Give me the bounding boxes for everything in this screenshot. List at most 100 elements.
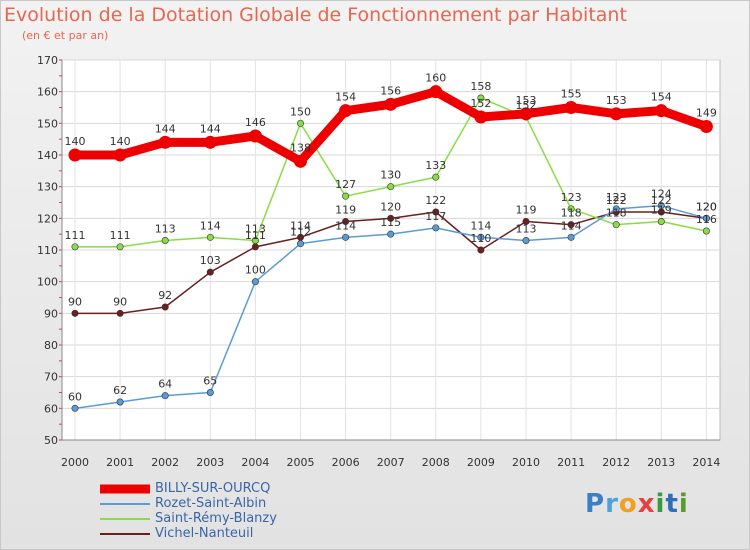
x-tick-label-2011: 2011: [557, 456, 585, 469]
data-point-vichel: [342, 218, 350, 226]
legend-label-vichel: Vichel-Nanteuil: [155, 526, 254, 541]
data-point-saint-remy: [387, 183, 395, 191]
data-label-rozet: 100: [245, 264, 266, 277]
y-tick-label-100: 100: [37, 276, 58, 289]
data-label-rozet: 64: [158, 378, 172, 391]
data-label-vichel: 122: [651, 194, 672, 207]
data-label-rozet: 60: [68, 390, 82, 403]
data-label-billy: 144: [200, 122, 221, 135]
data-label-saint-remy: 116: [696, 213, 717, 226]
data-label-vichel: 114: [290, 219, 311, 232]
data-point-rozet: [432, 224, 440, 232]
data-label-billy: 152: [470, 97, 491, 110]
data-point-vichel: [477, 246, 485, 254]
x-tick-label-2004: 2004: [241, 456, 269, 469]
x-tick-label-2010: 2010: [512, 456, 540, 469]
y-tick-label-110: 110: [37, 244, 58, 257]
data-point-billy: [384, 97, 398, 111]
data-label-billy: 140: [65, 135, 86, 148]
legend-label-billy: BILLY-SUR-OURCQ: [155, 481, 271, 496]
data-label-rozet: 115: [380, 216, 401, 229]
logo-letter: t: [665, 489, 679, 519]
data-point-saint-remy: [296, 119, 304, 127]
y-tick-label-120: 120: [37, 212, 58, 225]
data-label-billy: 138: [290, 141, 311, 154]
data-label-vichel: 122: [606, 194, 627, 207]
data-point-billy: [294, 154, 307, 168]
data-point-rozet: [116, 398, 124, 406]
legend-swatch-billy: [100, 484, 150, 494]
y-tick-label-130: 130: [37, 181, 58, 194]
data-point-vichel: [71, 309, 79, 317]
data-point-rozet: [522, 237, 530, 245]
data-label-rozet: 114: [470, 219, 491, 232]
data-label-saint-remy: 113: [245, 223, 266, 236]
data-point-saint-remy: [206, 233, 214, 241]
data-label-billy: 153: [516, 94, 537, 107]
data-point-rozet: [206, 388, 214, 396]
y-tick-label-90: 90: [44, 307, 58, 320]
data-label-saint-remy: 111: [110, 229, 131, 242]
data-label-saint-remy: 130: [380, 169, 401, 182]
y-tick-label-170: 170: [37, 54, 58, 67]
data-label-saint-remy: 158: [470, 80, 491, 93]
data-point-saint-remy: [702, 227, 710, 235]
data-point-saint-remy: [71, 243, 79, 251]
data-label-rozet: 112: [290, 226, 311, 239]
data-label-saint-remy: 119: [651, 204, 672, 217]
x-tick-label-2001: 2001: [106, 456, 134, 469]
x-tick-label-2008: 2008: [422, 456, 450, 469]
data-label-rozet: 113: [516, 223, 537, 236]
logo-letter: x: [637, 489, 656, 519]
data-point-vichel: [116, 309, 124, 317]
data-point-vichel: [387, 214, 395, 222]
data-label-rozet: 114: [561, 219, 582, 232]
data-label-billy: 154: [335, 91, 356, 104]
chart-title: Evolution de la Dotation Globale de Fonc…: [4, 4, 627, 26]
data-point-billy: [339, 104, 353, 118]
data-label-vichel: 120: [696, 200, 717, 213]
data-label-billy: 146: [245, 116, 266, 129]
data-label-saint-remy: 118: [606, 207, 627, 220]
data-label-vichel: 90: [113, 295, 127, 308]
data-label-billy: 140: [110, 135, 131, 148]
x-tick-label-2002: 2002: [151, 456, 179, 469]
chart-subtitle: (en € et par an): [22, 29, 109, 42]
data-label-rozet: 123: [606, 191, 627, 204]
data-label-rozet: 65: [203, 375, 217, 388]
y-tick-label-160: 160: [37, 86, 58, 99]
data-point-billy: [68, 148, 82, 162]
x-tick-label-2009: 2009: [467, 456, 495, 469]
data-label-rozet: 62: [113, 384, 127, 397]
legend-label-rozet: Rozet-Saint-Albin: [155, 496, 267, 511]
data-point-saint-remy: [161, 237, 169, 245]
data-point-vichel: [161, 303, 169, 311]
data-label-saint-remy: 127: [335, 178, 356, 191]
y-tick-label-50: 50: [44, 434, 58, 447]
data-point-billy: [474, 110, 488, 124]
data-point-rozet: [71, 404, 79, 412]
data-label-saint-remy: 133: [425, 159, 446, 172]
logo-letter: i: [678, 489, 689, 519]
data-point-rozet: [702, 214, 710, 222]
data-label-saint-remy: 152: [516, 99, 537, 112]
x-tick-label-2013: 2013: [647, 456, 675, 469]
data-label-vichel: 120: [380, 200, 401, 213]
data-label-saint-remy: 114: [200, 219, 221, 232]
data-label-saint-remy: 111: [65, 229, 86, 242]
data-point-vichel: [567, 221, 575, 229]
data-label-vichel: 118: [561, 207, 582, 220]
x-tick-label-2014: 2014: [692, 456, 720, 469]
legend-swatch-vichel: [100, 533, 150, 535]
data-point-saint-remy: [342, 192, 350, 200]
data-point-billy: [158, 135, 172, 149]
data-point-billy: [203, 135, 217, 149]
data-label-vichel: 122: [425, 194, 446, 207]
data-label-vichel: 103: [200, 254, 221, 267]
x-tick-label-2012: 2012: [602, 456, 630, 469]
data-label-billy: 144: [155, 122, 176, 135]
x-tick-label-2007: 2007: [377, 456, 405, 469]
data-label-rozet: 120: [696, 200, 717, 213]
data-point-rozet: [387, 230, 395, 238]
